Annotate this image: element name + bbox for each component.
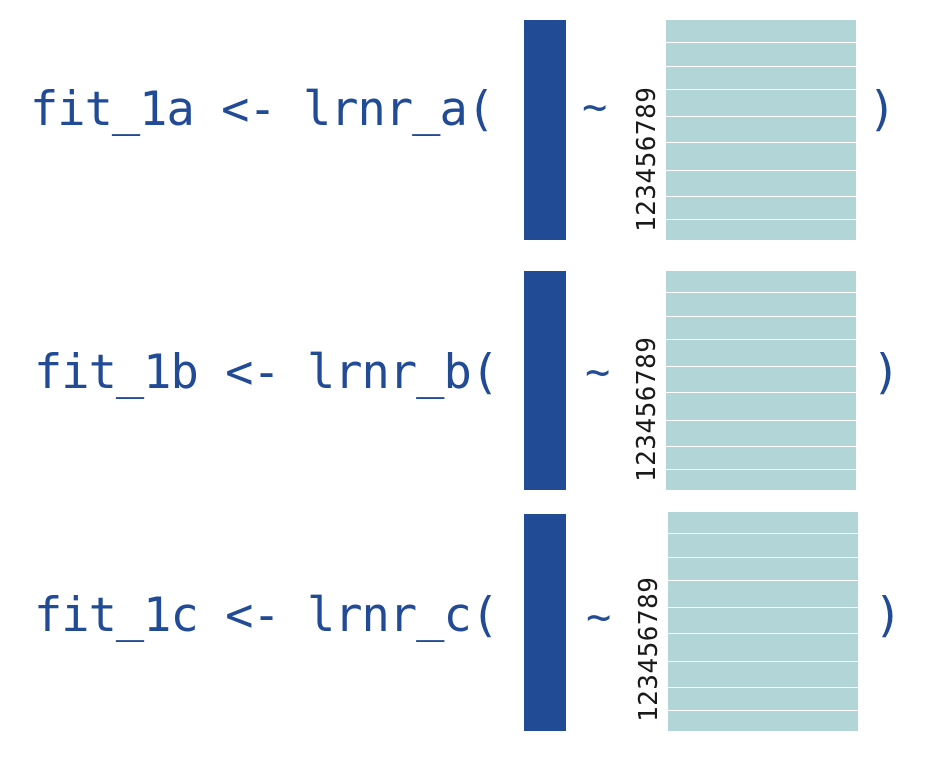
feature-row-divider	[666, 142, 856, 143]
feature-index-labels: 123456789	[632, 20, 662, 240]
feature-row-divider	[666, 89, 856, 90]
tilde-symbol: ~	[582, 82, 608, 131]
feature-index-label-text: 123456789	[634, 576, 664, 722]
feature-row-divider	[668, 661, 858, 662]
feature-row-divider	[666, 219, 856, 220]
feature-row-divider	[666, 420, 856, 421]
model-fit-row-1b: fit_1b <- lrnr_b( ~ 123456789 )	[0, 271, 946, 490]
outcome-column-bar	[524, 20, 566, 240]
feature-row-divider	[666, 170, 856, 171]
feature-matrix-block	[666, 20, 856, 240]
feature-row-divider	[666, 42, 856, 43]
feature-row-divider	[668, 533, 858, 534]
feature-row-divider	[668, 607, 858, 608]
model-fit-row-1a: fit_1a <- lrnr_a( ~ 123456789 )	[0, 20, 946, 240]
outcome-column-bar	[524, 271, 566, 490]
feature-row-divider	[666, 66, 856, 67]
code-assignment-fit-1b: fit_1b <- lrnr_b(	[34, 345, 499, 400]
feature-row-divider	[666, 392, 856, 393]
feature-row-divider	[668, 557, 858, 558]
closing-paren: )	[872, 345, 901, 400]
model-fit-row-1c: fit_1c <- lrnr_c( ~ 123456789 )	[0, 512, 946, 731]
feature-row-divider	[666, 366, 856, 367]
feature-row-divider	[666, 292, 856, 293]
outcome-column-bar	[524, 514, 566, 731]
feature-row-divider	[668, 633, 858, 634]
code-assignment-fit-1a: fit_1a <- lrnr_a(	[30, 82, 495, 137]
feature-index-label-text: 123456789	[632, 336, 662, 482]
feature-matrix-block	[666, 271, 856, 490]
feature-row-divider	[666, 446, 856, 447]
code-assignment-fit-1c: fit_1c <- lrnr_c(	[34, 588, 499, 643]
closing-paren: )	[868, 82, 897, 137]
feature-row-divider	[668, 710, 858, 711]
feature-row-divider	[666, 316, 856, 317]
feature-index-labels: 123456789	[632, 271, 662, 490]
feature-index-label-text: 123456789	[632, 86, 662, 232]
feature-row-divider	[668, 580, 858, 581]
feature-row-divider	[668, 687, 858, 688]
feature-matrix-block	[668, 512, 858, 731]
feature-index-labels: 123456789	[634, 512, 664, 731]
closing-paren: )	[874, 588, 903, 643]
feature-row-divider	[666, 116, 856, 117]
tilde-symbol: ~	[585, 347, 611, 396]
feature-row-divider	[666, 196, 856, 197]
tilde-symbol: ~	[586, 592, 612, 641]
feature-row-divider	[666, 339, 856, 340]
feature-row-divider	[666, 469, 856, 470]
